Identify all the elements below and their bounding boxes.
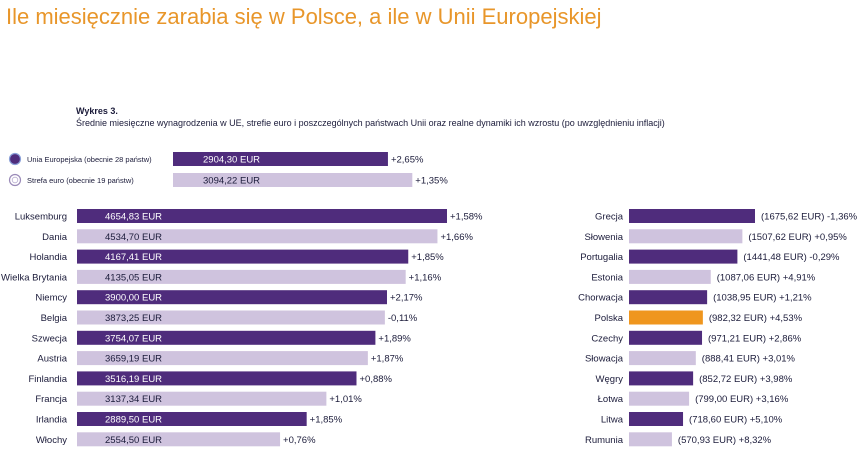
country-label: Wielka Brytania	[1, 272, 68, 283]
country-label: Włochy	[36, 435, 67, 446]
value-change-label: (1441,48 EUR) -0,29%	[743, 252, 840, 263]
chart-subtitle: Średnie miesięczne wynagrodzenia w UE, s…	[76, 118, 665, 128]
summary-bar	[173, 173, 413, 187]
euro-circle-icon	[8, 173, 22, 187]
value-label: 3900,00 EUR	[105, 293, 162, 304]
change-label: +1,85%	[310, 415, 343, 426]
value-label: 3137,34 EUR	[105, 394, 162, 405]
value-change-label: (718,60 EUR) +5,10%	[689, 415, 783, 426]
country-bar	[77, 330, 376, 345]
euro-circle-icon-inner	[11, 176, 19, 184]
change-label: +2,17%	[390, 293, 423, 304]
country-label: Łotwa	[598, 394, 624, 405]
country-label: Belgia	[41, 313, 68, 324]
summary-change-label: +2,65%	[391, 155, 424, 166]
value-change-label: (1675,62 EUR) -1,36%	[761, 212, 858, 223]
change-label: +0,76%	[283, 435, 316, 446]
value-label: 2554,50 EUR	[105, 435, 162, 446]
country-label: Luksemburg	[15, 212, 67, 223]
value-label: 3516,19 EUR	[105, 374, 162, 385]
country-label: Holandia	[30, 252, 68, 263]
change-label: +1,01%	[329, 394, 362, 405]
country-label: Słowacja	[585, 354, 624, 365]
country-label: Estonia	[591, 272, 623, 283]
value-label: 2889,50 EUR	[105, 415, 162, 426]
value-change-label: (799,00 EUR) +3,16%	[695, 394, 789, 405]
country-label: Irlandia	[36, 415, 68, 426]
country-label: Austria	[37, 354, 67, 365]
country-bar	[77, 249, 409, 264]
country-bar	[77, 310, 385, 325]
value-change-label: (971,21 EUR) +2,86%	[708, 333, 802, 344]
value-label: 4534,70 EUR	[105, 232, 162, 243]
value-change-label: (1038,95 EUR) +1,21%	[713, 293, 812, 304]
country-label: Francja	[35, 394, 67, 405]
country-label: Czechy	[591, 333, 623, 344]
country-label: Niemcy	[35, 293, 67, 304]
country-bar	[629, 371, 694, 386]
page-title: Ile miesięcznie zarabia się w Polsce, a …	[6, 4, 602, 29]
country-label: Rumunia	[585, 435, 624, 446]
country-bar	[77, 209, 447, 223]
country-bar	[77, 371, 357, 386]
country-label: Węgry	[596, 374, 624, 385]
country-bar	[629, 290, 708, 305]
summary-value-label: 3094,22 EUR	[203, 176, 260, 187]
country-label: Portugalia	[580, 252, 623, 263]
value-label: 4135,05 EUR	[105, 272, 162, 283]
change-label: +1,85%	[411, 252, 444, 263]
country-label: Polska	[594, 313, 623, 324]
country-bar	[629, 351, 696, 366]
country-label: Szwecja	[32, 333, 68, 344]
value-label: 4654,83 EUR	[105, 212, 162, 223]
summary-label: Unia Europejska (obecnie 28 państw)	[27, 155, 152, 164]
country-bar	[629, 310, 703, 325]
country-label: Litwa	[601, 415, 624, 426]
country-bar	[629, 391, 690, 406]
country-bar	[629, 249, 738, 264]
change-label: +1,58%	[450, 212, 483, 223]
country-label: Słowenia	[584, 232, 623, 243]
change-label: +1,89%	[378, 333, 411, 344]
value-change-label: (570,93 EUR) +8,32%	[678, 435, 772, 446]
summary-change-label: +1,35%	[415, 176, 448, 187]
value-change-label: (1507,62 EUR) +0,95%	[748, 232, 847, 243]
country-bar	[77, 351, 368, 366]
country-label: Dania	[42, 232, 68, 243]
summary-bar	[173, 152, 388, 166]
country-bar	[629, 269, 711, 284]
value-change-label: (1087,06 EUR) +4,91%	[717, 272, 816, 283]
value-change-label: (888,41 EUR) +3,01%	[702, 354, 796, 365]
country-bar	[629, 412, 684, 426]
summary-value-label: 2904,30 EUR	[203, 155, 260, 166]
country-label: Finlandia	[28, 374, 67, 385]
country-bar	[77, 290, 388, 305]
value-label: 3754,07 EUR	[105, 333, 162, 344]
country-bar	[629, 229, 743, 244]
eu-circle-icon	[8, 152, 22, 166]
country-bar	[77, 412, 307, 426]
country-bar	[77, 432, 281, 447]
change-label: +1,87%	[371, 354, 404, 365]
country-bar	[77, 391, 327, 406]
value-change-label: (982,32 EUR) +4,53%	[709, 313, 803, 324]
country-bar	[629, 209, 755, 223]
change-label: +1,66%	[440, 232, 473, 243]
value-change-label: (852,72 EUR) +3,98%	[699, 374, 793, 385]
change-label: +0,88%	[359, 374, 392, 385]
country-bar	[77, 269, 406, 284]
country-label: Grecja	[595, 212, 624, 223]
change-label: +1,16%	[409, 272, 442, 283]
value-label: 3873,25 EUR	[105, 313, 162, 324]
chart-kicker: Wykres 3.	[76, 106, 118, 116]
value-label: 4167,41 EUR	[105, 252, 162, 263]
change-label: -0,11%	[388, 313, 418, 324]
value-label: 3659,19 EUR	[105, 354, 162, 365]
summary-label: Strefa euro (obecnie 19 państw)	[27, 176, 134, 185]
country-bar	[629, 432, 672, 447]
country-bar	[629, 330, 703, 345]
country-label: Chorwacja	[578, 293, 624, 304]
country-bar	[77, 229, 438, 244]
